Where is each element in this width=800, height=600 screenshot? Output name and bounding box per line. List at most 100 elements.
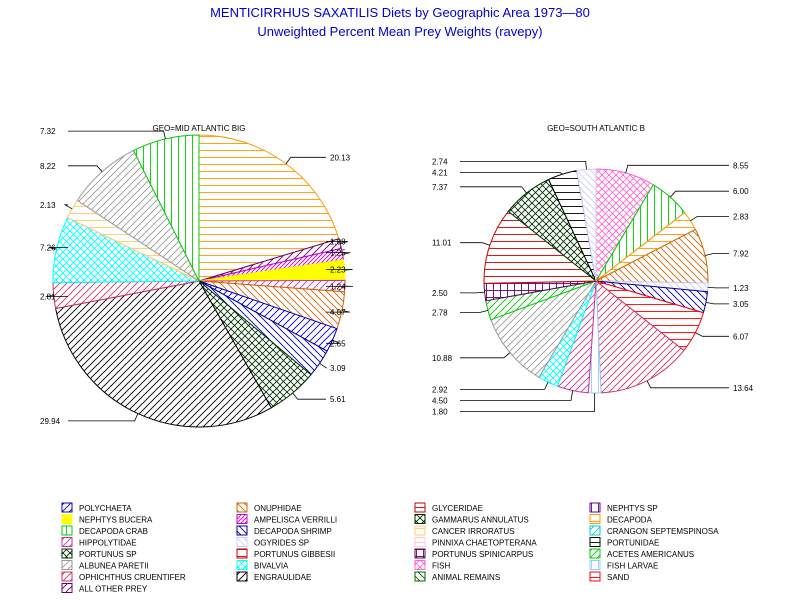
legend-swatch [236,502,248,513]
slice-label-cancer-irroratus: 2.13 [40,201,56,210]
legend-swatch [61,514,73,524]
legend-swatch [414,514,426,524]
legend-item-polychaeta: POLYCHAETA [61,502,132,513]
leader-line [625,164,729,174]
legend-swatch [589,560,601,570]
legend-swatch [236,560,248,570]
legend-label: PINNIXA CHAETOPTERANA [432,539,537,548]
legend-item-bivalvia: BIVALVIA [236,560,289,571]
legend-swatch [589,548,601,559]
slice-label-hippolytidae: 1.24 [330,282,346,291]
legend-label: OPHICHTHUS CRUENTIFER [79,573,186,582]
legend-swatch [589,525,601,536]
legend-swatch [236,548,248,559]
leader-line [460,352,511,359]
slice-label-decapoda-crab: 6.00 [733,187,749,196]
legend-item-all-other-prey: ALL OTHER PREY [61,583,148,594]
legend-item-glyceridae: GLYCERIDAE [414,502,483,513]
legend-item-ampelisca-verrilli: AMPELISCA VERRILLI [236,514,337,525]
legend-item-decapoda: DECAPODA [589,514,653,525]
legend-item-onuphidae: ONUPHIDAE [236,502,302,513]
leader-line [460,392,596,412]
legend-swatch [236,525,248,536]
legend-item-ogyrides-sp: OGYRIDES SP [236,537,309,548]
legend-label: ALL OTHER PREY [79,585,148,594]
leader-line [68,413,139,422]
legend-label: ALBUNEA PARETII [79,562,149,571]
legend-label: ANIMAL REMAINS [432,573,500,582]
pie-slice-albunea-paretii [490,280,598,379]
pie-title: GEO=MID ATLANTIC BIG [153,124,246,133]
slice-label-portunus-spinicarpus: 2.50 [432,289,448,298]
legend-label: CRANGON SEPTEMSPINOSA [607,527,719,536]
legend-item-nephtys-sp: NEPHTYS SP [589,502,658,513]
legend-item-fish-larvae: FISH LARVAE [589,560,658,571]
legend-item-animal-remains: ANIMAL REMAINS [414,571,500,582]
legend-swatch [414,571,426,582]
slice-label-portunus-gibbesii: 11.01 [432,239,452,248]
slice-label-bivalvia: 2.92 [432,385,448,394]
slice-label-decapoda-crab: 7.32 [40,127,56,136]
leader-line [646,380,729,389]
legend-label: NEPHTYS SP [607,504,658,513]
leader-line [705,253,729,256]
pie-slice-decapoda-crab [132,134,200,282]
legend-swatch [589,537,601,547]
leader-line [48,247,68,250]
slice-label-engraulidae: 29.94 [40,417,61,426]
leader-line [460,242,491,246]
slice-label-nephtys-bucera: 2.23 [330,266,346,275]
leader-line [319,362,328,369]
slice-label-onuphidae: 7.92 [733,250,749,259]
legend-swatch [414,525,426,536]
pie-area: GEO=MID ATLANTIC BIG 20.13 1.08 1.25 2.23 1.2… [40,124,754,428]
legend-swatch [414,560,426,570]
slice-label-ampelisca-verrilli: 1.25 [330,249,346,258]
slice-label-gammarus-annulatus: 7.37 [432,183,448,192]
leader-line [460,390,574,401]
legend-swatch [61,525,73,536]
legend-item-fish: FISH [414,560,450,571]
legend-label: ENGRAULIDAE [254,573,311,582]
legend-swatch [236,514,248,524]
legend-label: NEPHTYS BUCERA [79,516,153,525]
legend-item-acetes-americanus: ACETES AMERICANUS [589,548,694,559]
legend-swatch [61,502,73,513]
legend-label: DECAPODA SHRIMP [254,527,332,536]
legend-label: PORTUNUS SPINICARPUS [432,550,533,559]
legend-label: DECAPODA [607,516,653,525]
legend-label: BIVALVIA [254,562,289,571]
legend-swatch [61,583,73,593]
slice-label-all-other-prey: 1.08 [330,238,346,247]
legend-swatch [61,571,73,582]
legend-item-nephtys-bucera: NEPHTYS BUCERA [61,514,153,525]
leader-line [326,241,349,244]
leader-line [460,310,489,313]
legend-label: FISH LARVAE [607,562,658,571]
legend-label: DECAPODA CRAB [79,527,148,536]
legend-item-ophichthus-cruentifer: OPHICHTHUS CRUENTIFER [61,571,186,582]
slice-label-albunea-paretii: 10.88 [432,354,453,363]
legend-item-portunus-gibbesii: PORTUNUS GIBBESII [236,548,335,559]
legend-item-hippolytidae: HIPPOLYTIDAE [61,537,137,548]
legend-swatch [414,537,426,547]
legend-item-sand: SAND [589,571,629,582]
legend-label: PORTUNUS GIBBESII [254,550,335,559]
leader-line [460,186,527,194]
pie-slice-ogyrides-sp [576,168,597,282]
leader-line [326,252,351,255]
legend-item-albunea-paretii: ALBUNEA PARETII [61,560,149,571]
slice-label-ophichthus-cruentifer: 13.64 [733,384,754,393]
legend-label: POLYCHAETA [79,504,132,513]
legend-label: SAND [607,573,629,582]
leader-line [326,339,340,344]
slice-label-ogyrides-sp: 1.23 [733,284,749,293]
legend-swatch [589,571,601,582]
pie-slice-decapoda [198,134,340,282]
legend-item-pinnixa-chaetopterana: PINNIXA CHAETOPTERANA [414,537,537,548]
legend-label: PORTUNUS SP [79,550,137,559]
leader-line [670,190,729,198]
leader-line [460,160,587,170]
legend-label: GLYCERIDAE [432,504,483,513]
